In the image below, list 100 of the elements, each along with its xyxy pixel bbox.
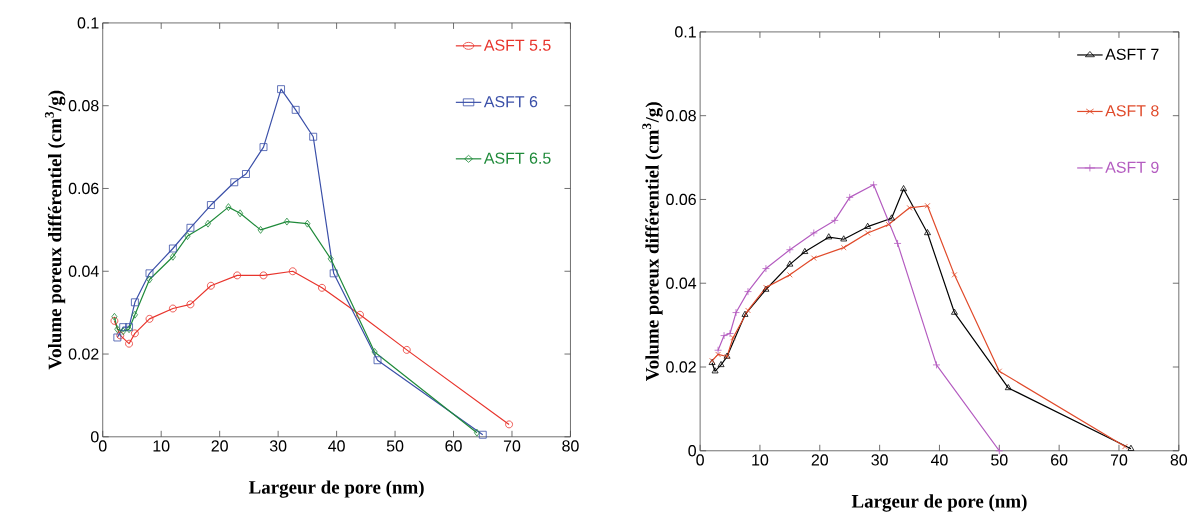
x-tick-label: 30 (871, 454, 888, 466)
x-tick-label: 50 (386, 440, 404, 452)
point (373, 356, 382, 365)
y-tick-label: 0 (90, 431, 99, 443)
legend-label: ASFT 7 (1105, 48, 1159, 61)
point (726, 329, 734, 338)
point (888, 214, 896, 221)
y-tick-label: 0.04 (666, 277, 697, 290)
y-tick-label: 0.06 (666, 194, 696, 206)
point (864, 230, 871, 237)
point (111, 313, 118, 321)
point (169, 244, 177, 253)
point (717, 361, 725, 368)
x-tick-label: 30 (269, 440, 287, 452)
point (291, 106, 300, 114)
point (951, 272, 958, 278)
point (402, 346, 411, 354)
x-tick-label: 70 (503, 440, 521, 452)
y-axis-title: Volume poreux différentiel (cm$^{3}$/g) (642, 102, 663, 382)
point (906, 205, 913, 211)
point (787, 272, 793, 278)
point (924, 229, 931, 236)
x-tick-label: 50 (991, 454, 1008, 466)
point (924, 203, 931, 209)
point (505, 420, 513, 429)
point (720, 331, 728, 340)
y-tick-label: 0.02 (68, 348, 99, 360)
point (869, 181, 878, 189)
point (885, 221, 892, 228)
point (810, 255, 817, 262)
legend-label: ASFT 8 (1105, 105, 1159, 117)
x-axis-title: Largeur de pore (nm) (248, 480, 424, 498)
point (207, 201, 215, 210)
point (932, 361, 941, 369)
x-tick-label: 20 (211, 440, 228, 452)
point (146, 275, 153, 284)
point (145, 269, 154, 278)
y-axis-title: Volume poreux différentiel (cm$^{3}$/g) (44, 90, 66, 370)
point (730, 335, 736, 341)
point (732, 308, 740, 317)
x-tick-label: 40 (930, 454, 948, 466)
point (145, 315, 154, 323)
point (1127, 444, 1135, 452)
y-tick-label: 0.02 (666, 361, 696, 373)
point (110, 317, 119, 326)
y-tick-label: 0.04 (68, 265, 99, 278)
x-tick-label: 10 (153, 440, 170, 452)
point (893, 239, 902, 248)
x-tick-label: 0 (696, 454, 704, 466)
point (714, 346, 722, 355)
x-axis-title: Largeur de pore (nm) (851, 494, 1027, 512)
point (114, 325, 121, 334)
point (744, 287, 752, 296)
point (207, 282, 215, 290)
y-tick-label: 0.1 (675, 26, 696, 38)
x-tick-label: 80 (1170, 454, 1188, 466)
x-tick-label: 40 (328, 440, 345, 452)
point (762, 264, 770, 273)
legend-label: ASFT 6.5 (483, 152, 551, 165)
point (259, 143, 268, 152)
point (715, 351, 721, 358)
point (120, 327, 127, 336)
x-tick-label: 0 (98, 440, 107, 452)
point (288, 267, 297, 276)
point (304, 219, 311, 228)
x-tick-label: 60 (1051, 454, 1068, 466)
x-tick-label: 80 (562, 440, 579, 452)
legend-label: ASFT 9 (1105, 161, 1159, 174)
point (1004, 384, 1012, 391)
y-tick-label: 0.08 (68, 100, 99, 112)
point (329, 269, 338, 278)
point (125, 340, 133, 348)
point (845, 193, 854, 202)
point (840, 235, 848, 242)
point (131, 311, 138, 319)
point (169, 253, 176, 261)
point (283, 217, 290, 226)
point (169, 304, 177, 313)
point (785, 246, 794, 254)
point (473, 428, 480, 437)
x-tick-label: 60 (445, 440, 462, 452)
x-tick-label: 70 (1110, 454, 1128, 466)
point (864, 222, 872, 230)
legend-label: ASFT 5.5 (483, 39, 551, 52)
point (318, 284, 326, 292)
point (1122, 443, 1128, 450)
point (131, 298, 139, 307)
point (242, 170, 250, 179)
x-tick-label: 10 (752, 454, 769, 466)
point (186, 224, 195, 232)
point (225, 203, 232, 212)
y-tick-label: 0.06 (68, 183, 99, 195)
point (131, 329, 139, 338)
point (809, 229, 818, 238)
point (356, 311, 364, 319)
point (184, 232, 191, 241)
point (257, 226, 264, 234)
point (277, 85, 285, 94)
point (900, 185, 907, 192)
y-tick-label: 0.1 (77, 17, 99, 29)
